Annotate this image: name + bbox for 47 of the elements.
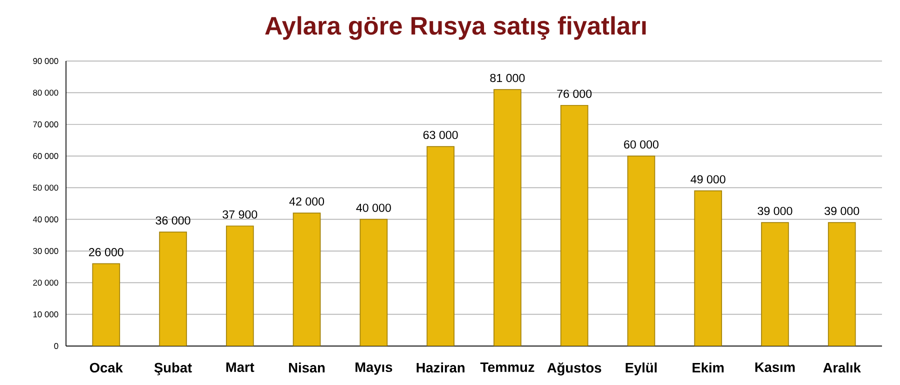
bar [92, 263, 120, 346]
y-tick-label: 90 000 [33, 58, 58, 64]
y-tick-label: 30 000 [33, 248, 58, 254]
data-label: 63 000 [423, 130, 458, 140]
y-tick-label: 80 000 [33, 90, 58, 96]
x-tick-label: Ocak [90, 362, 123, 373]
bar [360, 218, 388, 346]
data-label: 42 000 [289, 197, 324, 206]
x-tick-label: Kasım [755, 362, 795, 372]
y-tick-label: 0 [54, 343, 58, 349]
bar [828, 222, 856, 346]
data-label: 39 000 [758, 206, 792, 216]
x-tick-label: Ağustos [547, 362, 602, 376]
bar [494, 89, 522, 346]
bar [694, 190, 722, 346]
x-tick-label: Temmuz [480, 362, 534, 372]
bar [627, 156, 656, 346]
y-tick-label: 70 000 [33, 121, 58, 128]
y-tick-label: 10 000 [33, 311, 58, 318]
data-label: 37 900 [222, 210, 258, 219]
data-label: 76 000 [557, 90, 592, 98]
y-tick-label: 20 000 [33, 280, 58, 286]
data-label: 81 000 [490, 74, 525, 82]
data-label: 26 000 [88, 248, 124, 256]
x-tick-label: Mayıs [356, 362, 392, 375]
data-label: 36 000 [156, 216, 190, 225]
y-tick-label: 50 000 [33, 184, 58, 191]
data-label: 49 000 [690, 175, 726, 184]
y-tick-label: 40 000 [32, 216, 58, 222]
y-tick-label: 60 000 [33, 153, 58, 159]
data-label: 60 000 [624, 140, 658, 149]
data-label: 39 000 [824, 206, 860, 216]
chart-title: Aylara göre Rusya satış fiyatları [265, 16, 646, 40]
x-tick-label: Eylül [626, 362, 657, 376]
bar [292, 212, 321, 346]
bar [226, 226, 254, 346]
bar [761, 222, 789, 346]
x-tick-label: Mart [226, 362, 254, 372]
bar [560, 104, 588, 346]
x-tick-label: Ekim [692, 362, 724, 372]
x-tick-label: Nisan [289, 362, 325, 373]
bar [159, 232, 187, 346]
x-tick-label: Haziran [416, 362, 464, 373]
x-tick-label: Aralık [823, 362, 861, 373]
bar [426, 146, 454, 346]
data-label: 40 000 [356, 204, 391, 212]
x-tick-label: Şubat [154, 362, 192, 376]
